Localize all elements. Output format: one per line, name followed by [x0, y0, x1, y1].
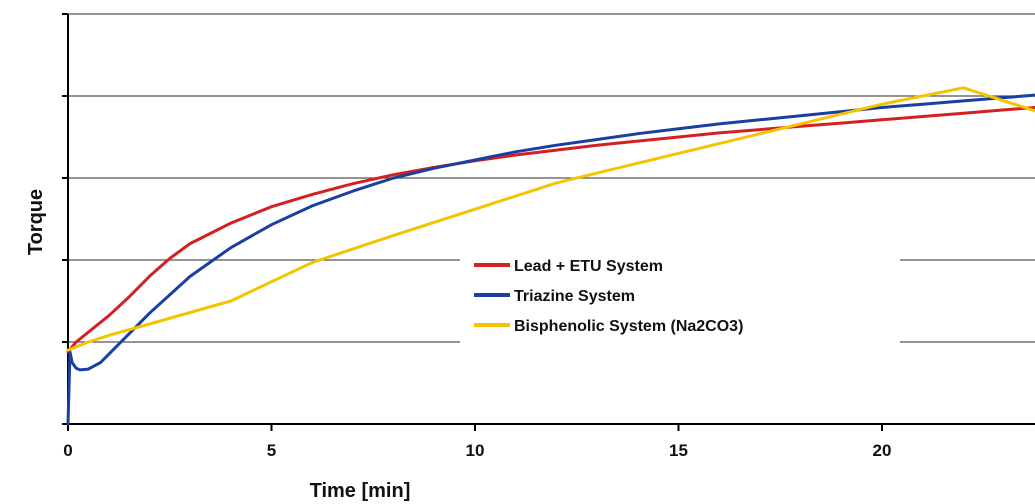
series-line-2 — [66, 93, 1035, 426]
legend-label-2: Triazine System — [514, 288, 635, 305]
x-tick-label: 5 — [267, 441, 276, 460]
x-tick-label: 15 — [669, 441, 688, 460]
x-axis-title: Time [min] — [310, 480, 411, 502]
x-tick-label: 20 — [873, 441, 892, 460]
x-tick-label: 0 — [63, 441, 72, 460]
y-axis-ticks — [62, 13, 68, 425]
y-axis-title: Torque — [25, 189, 47, 255]
series-lines — [66, 86, 1035, 426]
series-line-3 — [66, 86, 1035, 352]
legend-label-3: Bisphenolic System (Na2CO3) — [514, 318, 743, 335]
legend-box — [460, 244, 900, 344]
x-axis-ticks: 0 5 10 15 20 — [63, 424, 891, 460]
legend-label-1: Lead + ETU System — [514, 258, 663, 275]
x-tick-label: 10 — [466, 441, 485, 460]
legend: Lead + ETU System Triazine System Bispheno… — [460, 244, 900, 344]
